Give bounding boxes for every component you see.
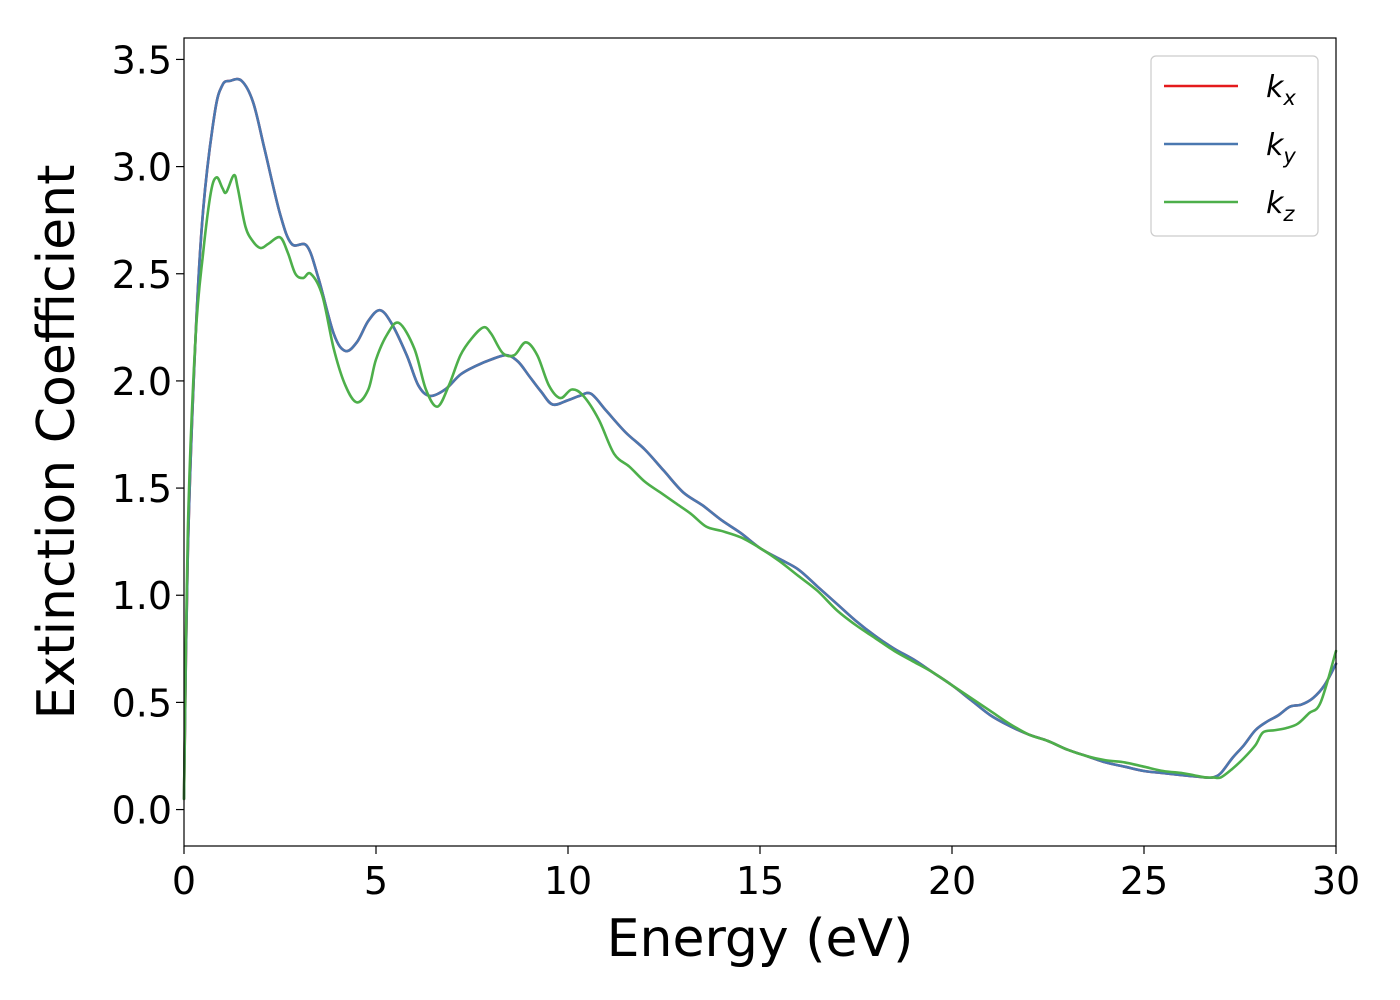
y-axis-title: Extinction Coefficient: [27, 165, 87, 720]
x-tick-label: 5: [364, 859, 388, 903]
plot-lines: [182, 77, 1338, 801]
x-axis-ticks: 0 5 10 15 20 25 30: [172, 846, 1360, 903]
y-tick-label: 3.5: [112, 38, 172, 82]
y-axis-ticks: 0.0 0.5 1.0 1.5 2.0 2.5 3.0 3.5: [112, 38, 184, 833]
x-tick-label: 0: [172, 859, 196, 903]
legend-label-kx: kx: [1266, 70, 1296, 110]
x-tick-label: 20: [928, 859, 976, 903]
x-tick-label: 10: [544, 859, 592, 903]
series-line-ky: [182, 77, 1338, 801]
y-tick-label: 1.5: [112, 467, 172, 511]
x-axis-title: Energy (eV): [607, 909, 914, 969]
legend-label-kz: kz: [1266, 186, 1295, 226]
y-tick-label: 3.0: [112, 146, 172, 190]
y-tick-label: 0.5: [112, 681, 172, 725]
x-tick-label: 15: [736, 859, 784, 903]
y-tick-label: 2.0: [112, 360, 172, 404]
x-tick-label: 30: [1312, 859, 1360, 903]
legend-label-ky: ky: [1266, 128, 1296, 168]
y-tick-label: 0.0: [112, 789, 172, 833]
legend: kx ky kz: [1150, 55, 1319, 237]
series-line-kz: [182, 173, 1338, 801]
y-tick-label: 1.0: [112, 574, 172, 618]
x-tick-label: 25: [1120, 859, 1168, 903]
y-tick-label: 2.5: [112, 253, 172, 297]
legend-box: [1150, 55, 1319, 237]
